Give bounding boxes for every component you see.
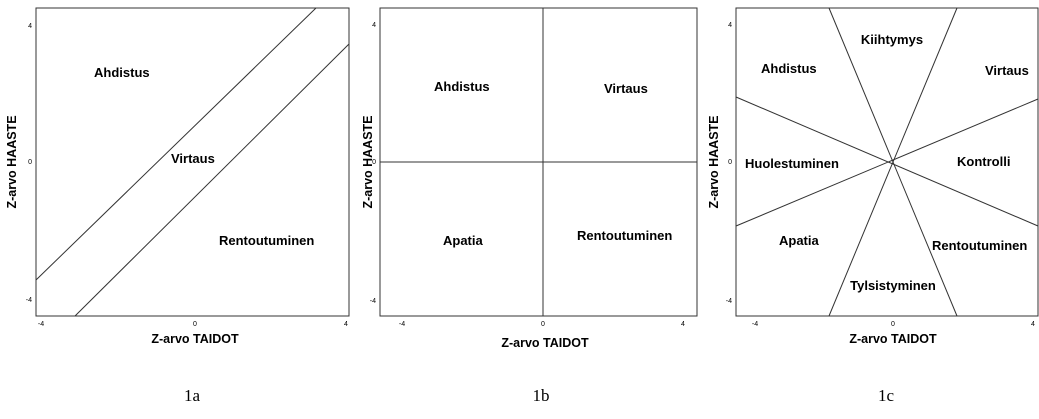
y-tick-label: 4 [28,23,32,30]
x-tick-label: -4 [38,321,44,328]
x-tick-label: -4 [399,321,405,328]
caption: 1c [878,386,895,405]
y-tick-label: -4 [370,298,376,305]
y-tick-label: 0 [728,159,732,166]
region-label: Ahdistus [761,61,817,76]
y-axis-label: Z-arvo HAASTE [361,115,375,208]
region-label: Rentoutuminen [932,238,1027,253]
y-tick-label: 4 [372,22,376,29]
region-label: Kiihtymys [861,32,923,47]
plot-frame [35,7,350,317]
region-label: Virtaus [171,151,215,166]
x-tick-label: 4 [681,321,685,328]
x-tick-label: 4 [344,321,348,328]
x-axis-label: Z-arvo TAIDOT [501,336,589,350]
y-tick-label: 0 [372,159,376,166]
region-label: Tylsistyminen [850,278,936,293]
region-label: Virtaus [604,81,648,96]
region-label: Apatia [779,233,820,248]
caption: 1a [184,386,201,405]
region-label: Kontrolli [957,154,1010,169]
y-tick-label: -4 [726,298,732,305]
panel-1c: -4 0 4 4 0 -4 Z-arvo TAIDOT Z-arvo HAAST… [707,7,1039,405]
y-tick-label: 0 [28,159,32,166]
caption: 1b [533,386,550,405]
x-tick-label: 0 [541,321,545,328]
y-tick-label: 4 [728,22,732,29]
y-tick-label: -4 [26,297,32,304]
y-axis-label: Z-arvo HAASTE [5,115,19,208]
x-axis-label: Z-arvo TAIDOT [849,332,937,346]
region-label: Apatia [443,233,484,248]
plot-frame [735,7,1039,317]
boundary-line [828,7,958,317]
panel-1a: -4 0 4 4 0 -4 Z-arvo TAIDOT Z-arvo HAAST… [5,7,350,405]
boundary-line [735,98,1039,227]
boundary-line [735,96,1039,227]
region-label: Ahdistus [94,65,150,80]
boundary-line [74,43,350,317]
region-label: Ahdistus [434,79,490,94]
x-tick-label: 0 [891,321,895,328]
x-tick-label: 0 [193,321,197,328]
boundary-line [35,7,317,281]
panel-1b: -4 0 4 4 0 -4 Z-arvo TAIDOT Z-arvo HAAST… [361,7,698,405]
region-label: Virtaus [985,63,1029,78]
y-axis-label: Z-arvo HAASTE [707,115,721,208]
region-label: Rentoutuminen [577,228,672,243]
region-label: Huolestuminen [745,156,839,171]
x-tick-label: -4 [752,321,758,328]
x-tick-label: 4 [1031,321,1035,328]
region-label: Rentoutuminen [219,233,314,248]
x-axis-label: Z-arvo TAIDOT [151,332,239,346]
